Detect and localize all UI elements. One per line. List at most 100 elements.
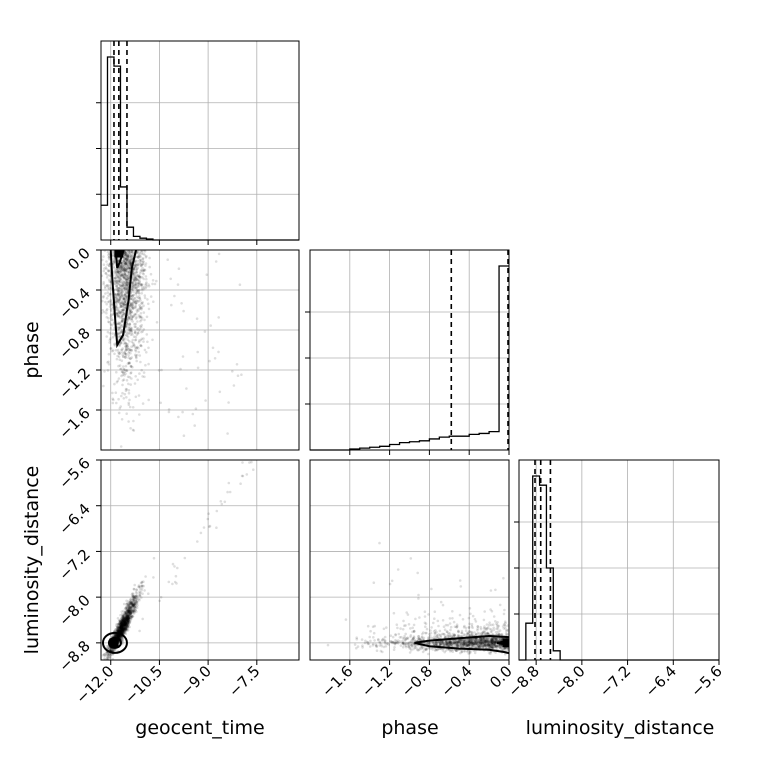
scatter-point xyxy=(180,302,183,305)
scatter-point xyxy=(101,309,105,312)
scatter-point xyxy=(129,262,132,266)
scatter-point xyxy=(113,634,117,637)
scatter-point xyxy=(410,642,414,646)
scatter-point xyxy=(120,263,124,267)
scatter-point xyxy=(142,311,146,314)
scatter-point xyxy=(116,626,120,629)
scatter-point xyxy=(129,357,132,360)
scatter-point xyxy=(110,318,113,322)
scatter-point xyxy=(106,657,110,660)
scatter-point xyxy=(467,644,470,647)
scatter-point xyxy=(412,623,416,627)
scatter-point xyxy=(116,270,119,274)
scatter-point xyxy=(124,613,128,616)
scatter-point xyxy=(121,629,125,633)
scatter-point xyxy=(109,648,113,652)
scatter-point xyxy=(118,623,122,626)
scatter-point xyxy=(123,374,126,377)
scatter-point xyxy=(122,287,126,290)
scatter-point xyxy=(129,612,132,615)
scatter-point xyxy=(117,411,121,415)
scatter-point xyxy=(122,628,126,632)
scatter-point xyxy=(120,629,124,632)
scatter-point xyxy=(126,258,130,262)
scatter-point xyxy=(173,580,177,584)
scatter-point xyxy=(136,326,140,330)
scatter-point xyxy=(132,267,136,270)
scatter-point xyxy=(133,313,137,317)
scatter-point xyxy=(126,278,129,282)
scatter-point xyxy=(134,302,138,306)
scatter-point xyxy=(105,653,108,657)
scatter-point xyxy=(123,293,127,297)
scatter-point xyxy=(125,602,128,606)
scatter-point xyxy=(137,597,141,601)
scatter-point xyxy=(117,286,121,290)
scatter-point xyxy=(128,609,132,613)
scatter-point xyxy=(129,371,133,374)
scatter-point xyxy=(118,407,122,410)
scatter-point xyxy=(456,644,459,648)
scatter-point xyxy=(149,272,153,276)
scatter-point xyxy=(125,626,128,629)
scatter-point xyxy=(375,644,378,647)
scatter-point xyxy=(113,266,116,270)
scatter-point xyxy=(120,287,123,291)
scatter-point xyxy=(115,305,118,308)
scatter-point xyxy=(129,616,132,620)
scatter-point xyxy=(125,618,128,621)
scatter-point xyxy=(121,623,125,627)
scatter-point xyxy=(133,271,136,275)
scatter-point xyxy=(119,625,123,628)
scatter-point xyxy=(199,531,203,535)
scatter-point xyxy=(122,266,126,270)
scatter-point xyxy=(124,298,128,301)
scatter-point xyxy=(120,620,123,624)
scatter-point xyxy=(126,619,130,623)
scatter-point xyxy=(115,634,119,637)
scatter-point xyxy=(456,641,460,644)
scatter-point xyxy=(120,619,124,623)
scatter-point xyxy=(125,614,129,618)
scatter-point xyxy=(120,630,124,633)
scatter-point xyxy=(136,288,140,292)
scatter-point xyxy=(425,627,429,631)
scatter-point xyxy=(114,268,117,272)
scatter-point xyxy=(126,620,129,624)
scatter-point xyxy=(130,250,133,253)
scatter-point xyxy=(127,610,131,614)
scatter-point xyxy=(124,614,128,618)
scatter-point xyxy=(138,297,142,300)
scatter-point xyxy=(128,317,132,320)
scatter-point xyxy=(125,265,128,268)
scatter-point xyxy=(123,263,127,266)
scatter-point xyxy=(123,253,126,256)
scatter-point xyxy=(120,621,123,625)
scatter-point xyxy=(113,270,117,273)
scatter-point xyxy=(436,648,439,652)
scatter-point xyxy=(120,319,124,323)
scatter-point xyxy=(117,634,120,638)
scatter-point xyxy=(396,642,400,645)
scatter-point xyxy=(118,626,122,629)
scatter-point xyxy=(120,623,123,627)
scatter-point xyxy=(125,612,129,616)
scatter-point xyxy=(117,629,120,632)
scatter-point xyxy=(122,265,126,268)
scatter-point xyxy=(121,638,124,641)
scatter-point xyxy=(125,615,128,618)
scatter-point xyxy=(120,278,123,282)
scatter-point xyxy=(132,604,136,607)
scatter-point xyxy=(131,606,134,609)
scatter-point xyxy=(127,623,130,627)
scatter-point xyxy=(124,274,128,277)
scatter-point xyxy=(124,262,128,265)
scatter-point xyxy=(124,619,127,622)
scatter-point xyxy=(139,324,142,328)
scatter-point xyxy=(116,626,119,629)
scatter-point xyxy=(479,639,482,643)
scatter-point xyxy=(118,634,121,638)
scatter-point xyxy=(127,603,130,607)
scatter-point xyxy=(123,622,127,626)
scatter-point xyxy=(127,329,131,333)
